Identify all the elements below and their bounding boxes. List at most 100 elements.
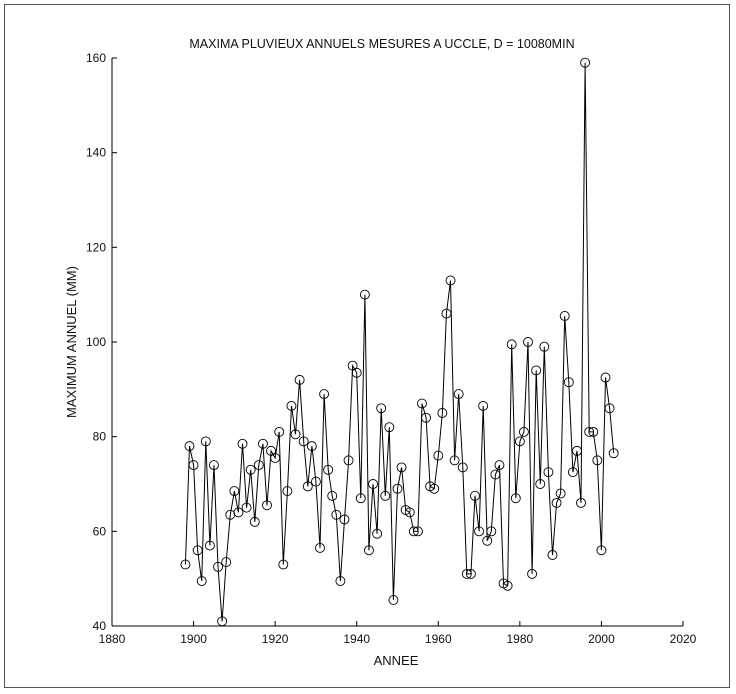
data-point [204,540,215,551]
x-tick-label: 1900 [180,632,207,646]
data-point [596,545,607,556]
data-point [478,400,489,411]
data-point [388,595,399,605]
data-point [249,516,260,527]
data-point [482,535,493,546]
data-point [576,497,586,508]
y-tick-label: 60 [93,524,107,538]
figure-frame [4,4,730,688]
data-point [384,422,395,433]
data-point [310,476,321,487]
data-point [196,576,207,586]
data-point [461,568,472,579]
data-point [213,561,223,572]
data-point [355,493,366,504]
data-point [412,526,423,537]
data-point [319,389,330,400]
data-point [302,481,313,492]
data-point [490,469,501,480]
data-point [592,455,603,466]
data-point [368,479,378,489]
data-point [233,507,244,518]
data-point [253,460,264,471]
data-point [200,436,211,447]
data-point [531,365,542,376]
data-point [572,445,582,456]
data-point [180,559,191,570]
y-tick-label: 160 [86,51,106,65]
data-point [567,467,578,478]
x-tick-label: 1880 [99,632,126,646]
data-point [494,460,505,471]
x-tick-label: 1980 [507,632,534,646]
data-point [315,542,325,553]
data-point [257,438,268,449]
data-point [470,490,480,501]
data-point [209,460,219,471]
data-point [241,502,252,513]
data-point [290,429,301,440]
data-point [359,289,370,300]
data-point [184,441,195,452]
axes: 40 60 80 100 120 140 160 1880 1900 1920 1940 1960 19… [86,51,697,646]
data-point [339,514,350,525]
data-point [600,372,611,383]
data-point [380,490,391,501]
x-tick-label: 1960 [425,632,452,646]
data-point [555,488,566,499]
data-point [429,483,440,494]
data-point [364,545,374,556]
chart-title: MAXIMA PLUVIEUX ANNUELS MESURES A UCCLE,… [189,37,574,51]
x-tick-label: 2020 [670,632,697,646]
plot-area [180,57,619,627]
data-point [514,436,525,447]
data-point [298,436,309,447]
y-tick-label: 100 [86,335,106,349]
data-point [449,455,460,466]
data-point [421,412,431,423]
x-tick-label: 2000 [588,632,615,646]
data-point [323,464,334,475]
data-point [282,486,293,497]
data-point [510,493,521,504]
x-tick-label: 1920 [262,632,289,646]
data-point [351,367,362,378]
data-point [217,616,228,627]
series-line [184,62,615,622]
data-point [465,568,476,579]
data-point [192,545,203,556]
data-point [335,576,346,586]
data-point [245,464,256,475]
data-point [604,403,615,414]
data-point [331,509,342,520]
data-point [584,426,595,437]
data-point [433,450,444,461]
x-tick-label: 1940 [343,632,370,646]
data-point [396,462,407,473]
data-point [417,398,427,409]
y-tick-label: 80 [93,430,107,444]
data-point [270,453,281,463]
data-point [539,341,550,352]
data-point [453,389,464,400]
data-point [506,339,517,350]
data-point [588,426,599,437]
data-point [523,337,533,347]
data-point [551,497,562,508]
data-point [343,455,354,466]
data-point [437,408,448,418]
data-point [229,486,240,497]
data-point [376,403,387,414]
data-point [474,526,485,537]
y-tick-label: 140 [86,146,106,160]
data-point [527,568,538,579]
data-point [286,400,297,411]
data-point [278,559,289,570]
data-point [221,557,232,568]
data-point [535,479,546,489]
data-point [306,441,317,452]
x-axis-title: ANNEE [374,653,419,668]
y-tick-label: 40 [93,619,107,633]
data-point [563,377,574,388]
data-point [408,526,419,537]
